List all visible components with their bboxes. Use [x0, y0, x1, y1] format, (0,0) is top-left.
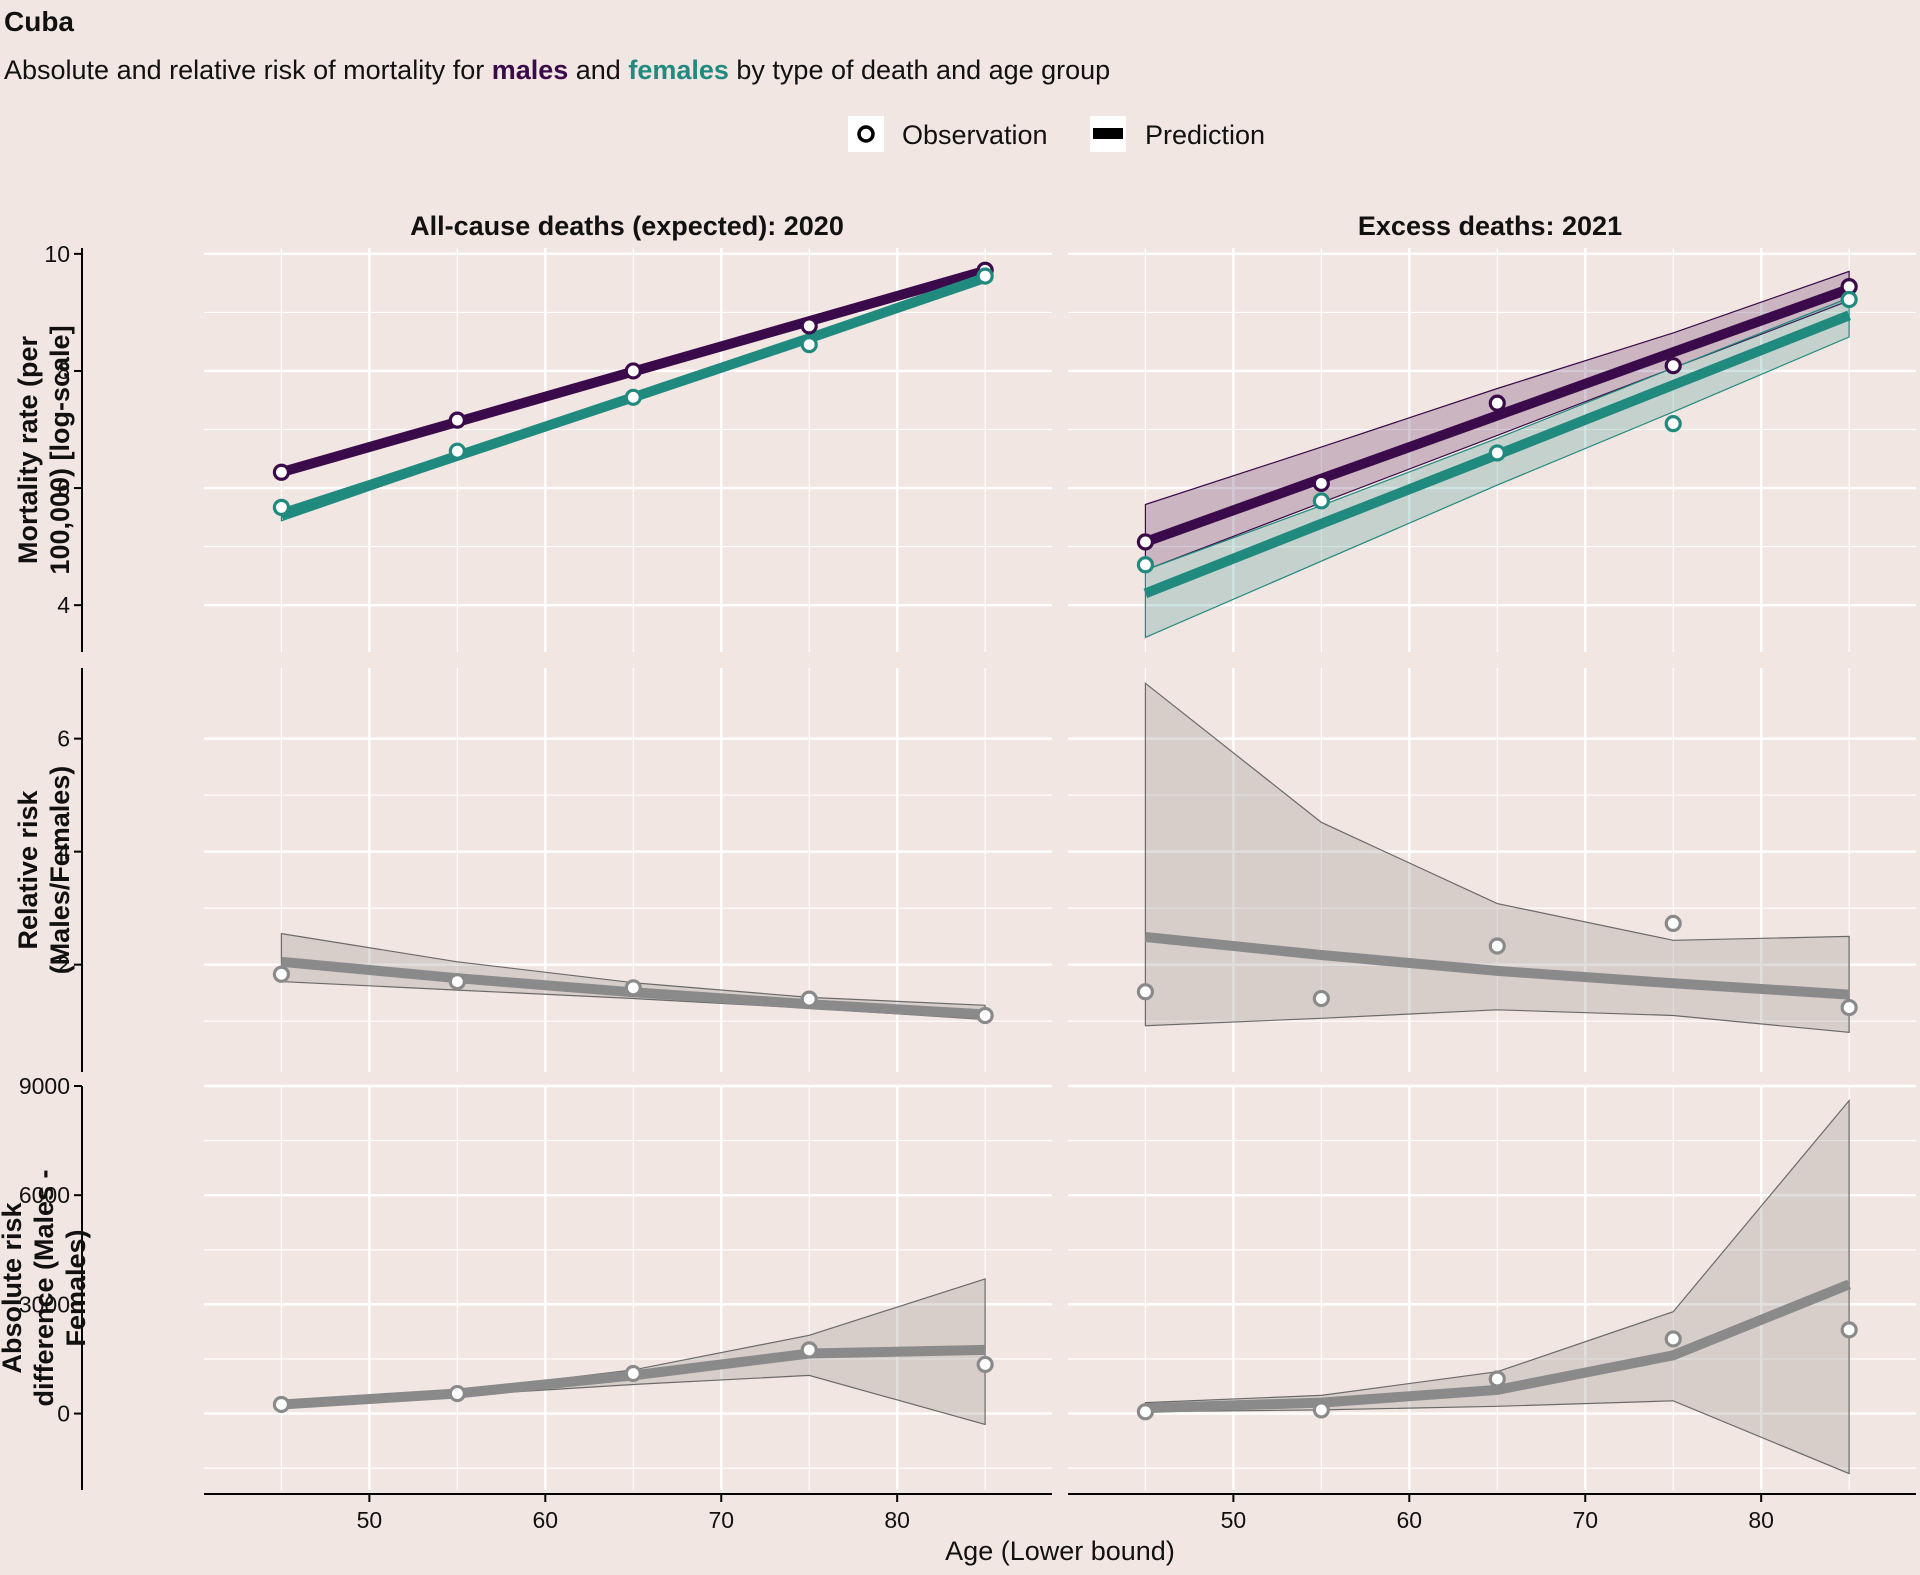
- ribbon-absolute-risk-difference: [1144, 1098, 1850, 1475]
- observation-point-absolute-risk-difference: [1136, 1403, 1155, 1421]
- observation-point-relative-risk: [1488, 937, 1506, 955]
- legend: Observation Prediction: [848, 116, 1265, 152]
- observation-point-absolute-risk-difference: [1840, 1321, 1858, 1339]
- subtitle-text-after: by type of death and age group: [729, 55, 1110, 85]
- observation-point-relative-risk: [1840, 998, 1858, 1017]
- y-axis-title-row-3: Absolute riskdifference (Males -Females): [0, 1169, 91, 1406]
- prediction-line-relative-risk: [1144, 932, 1850, 1000]
- panel-r1-c1: [204, 248, 1052, 652]
- observation-point-absolute-risk-difference: [1664, 1330, 1682, 1348]
- x-tick-label: 50: [357, 1507, 383, 1533]
- y-tick-label: 4: [57, 839, 70, 865]
- y-axis-title-line: Females): [61, 1229, 91, 1346]
- observation-point-relative-risk: [448, 972, 466, 991]
- observation-point-relative-risk: [1664, 914, 1682, 932]
- y-axis-title-row-1: Mortality rate (per100,000) [log-scale]: [13, 325, 75, 574]
- observation-point-relative-risk: [976, 1006, 994, 1025]
- x-tick-label: 80: [1748, 1507, 1774, 1533]
- legend-observation-icon: [857, 125, 875, 143]
- y-axis-title-line: (Males/Females): [45, 766, 75, 975]
- chart-title: Cuba: [4, 6, 74, 37]
- y-tick-label: 6000: [19, 1182, 70, 1208]
- observation-point-relative-risk: [624, 979, 642, 997]
- observation-point-females: [1488, 444, 1506, 462]
- observation-point-absolute-risk-difference: [1488, 1370, 1506, 1388]
- panel-r3-c2: [1068, 1084, 1916, 1490]
- x-axes: 50 60 70 80 50 60 70 80: [204, 1493, 1916, 1533]
- y-axis-title-line: Relative risk: [13, 789, 43, 949]
- x-tick-label: 50: [1221, 1507, 1247, 1533]
- observation-point-relative-risk: [1136, 983, 1155, 1001]
- observation-point-relative-risk: [800, 990, 818, 1008]
- y-tick-label: 9000: [19, 1073, 70, 1099]
- y-tick-label: 6: [57, 726, 70, 752]
- prediction-line-absolute-risk-difference: [1145, 1279, 1851, 1414]
- y-tick-label: 10: [44, 241, 70, 267]
- observation-point-males: [1136, 533, 1155, 551]
- observation-point-females: [272, 498, 291, 516]
- strip-label-col-2: Excess deaths: 2021: [1358, 211, 1622, 241]
- x-axis-label: Age (Lower bound): [945, 1536, 1175, 1566]
- ribbon-relative-risk: [1144, 682, 1850, 1034]
- y-axes: 4 6 8 10 Mortality rate (per100,000) [log-sc…: [0, 241, 91, 1490]
- y-tick-label: 3000: [19, 1291, 70, 1317]
- panels: [204, 248, 1916, 1490]
- observation-point-absolute-risk-difference: [624, 1364, 642, 1383]
- subtitle-text-before: Absolute and relative risk of mortality …: [4, 55, 492, 85]
- y-tick-label: 2: [57, 952, 70, 978]
- observation-point-absolute-risk-difference: [272, 1395, 291, 1414]
- observation-point-females: [800, 336, 818, 354]
- observation-point-males: [272, 463, 291, 481]
- observation-point-males: [1488, 394, 1506, 412]
- legend-prediction-icon: [1093, 128, 1123, 139]
- y-axis-title-line: 100,000) [log-scale]: [45, 325, 75, 574]
- observation-point-females: [976, 267, 994, 285]
- legend-label-prediction: Prediction: [1145, 120, 1265, 150]
- observation-point-males: [1664, 357, 1682, 375]
- y-axis-title-line: Mortality rate (per: [13, 335, 43, 564]
- panel-r3-c1: [204, 1084, 1052, 1490]
- observation-point-females: [1312, 492, 1330, 510]
- panel-r2-c1: [204, 668, 1052, 1072]
- x-tick-label: 70: [708, 1507, 734, 1533]
- observation-point-females: [1840, 290, 1858, 309]
- observation-point-females: [1136, 556, 1155, 574]
- chart-subtitle: Absolute and relative risk of mortality …: [4, 55, 1110, 85]
- observation-point-males: [624, 362, 642, 380]
- observation-point-absolute-risk-difference: [448, 1384, 466, 1403]
- observation-point-absolute-risk-difference: [1312, 1401, 1330, 1419]
- x-tick-label: 70: [1572, 1507, 1598, 1533]
- observation-point-females: [448, 442, 466, 460]
- legend-label-observation: Observation: [902, 120, 1048, 150]
- x-tick-label: 60: [533, 1507, 559, 1533]
- y-tick-label: 0: [57, 1401, 70, 1427]
- observation-point-relative-risk: [1312, 989, 1330, 1008]
- observation-point-absolute-risk-difference: [800, 1341, 818, 1359]
- x-tick-label: 80: [884, 1507, 910, 1533]
- y-axis-title-line: difference (Males -: [29, 1169, 59, 1406]
- prediction-line-males: [1143, 284, 1851, 547]
- observation-point-males: [800, 317, 818, 335]
- observation-point-males: [1312, 474, 1330, 492]
- subtitle-males: males: [492, 55, 569, 85]
- y-tick-label: 8: [57, 358, 70, 384]
- observation-point-relative-risk: [272, 965, 291, 983]
- panel-r2-c2: [1068, 668, 1916, 1072]
- subtitle-females: females: [628, 55, 729, 85]
- y-tick-label: 4: [57, 592, 70, 618]
- observation-point-males: [448, 411, 466, 429]
- y-axis-title-line: Absolute risk: [0, 1201, 27, 1373]
- panel-r1-c2: [1068, 248, 1916, 652]
- observation-point-absolute-risk-difference: [976, 1355, 994, 1374]
- x-tick-label: 60: [1397, 1507, 1423, 1533]
- y-tick-label: 6: [57, 475, 70, 501]
- strip-label-col-1: All-cause deaths (expected): 2020: [410, 211, 844, 241]
- y-axis-title-row-2: Relative risk(Males/Females): [13, 766, 75, 975]
- observation-point-females: [1664, 415, 1682, 433]
- observation-point-females: [624, 388, 642, 406]
- subtitle-text-middle: and: [568, 55, 628, 85]
